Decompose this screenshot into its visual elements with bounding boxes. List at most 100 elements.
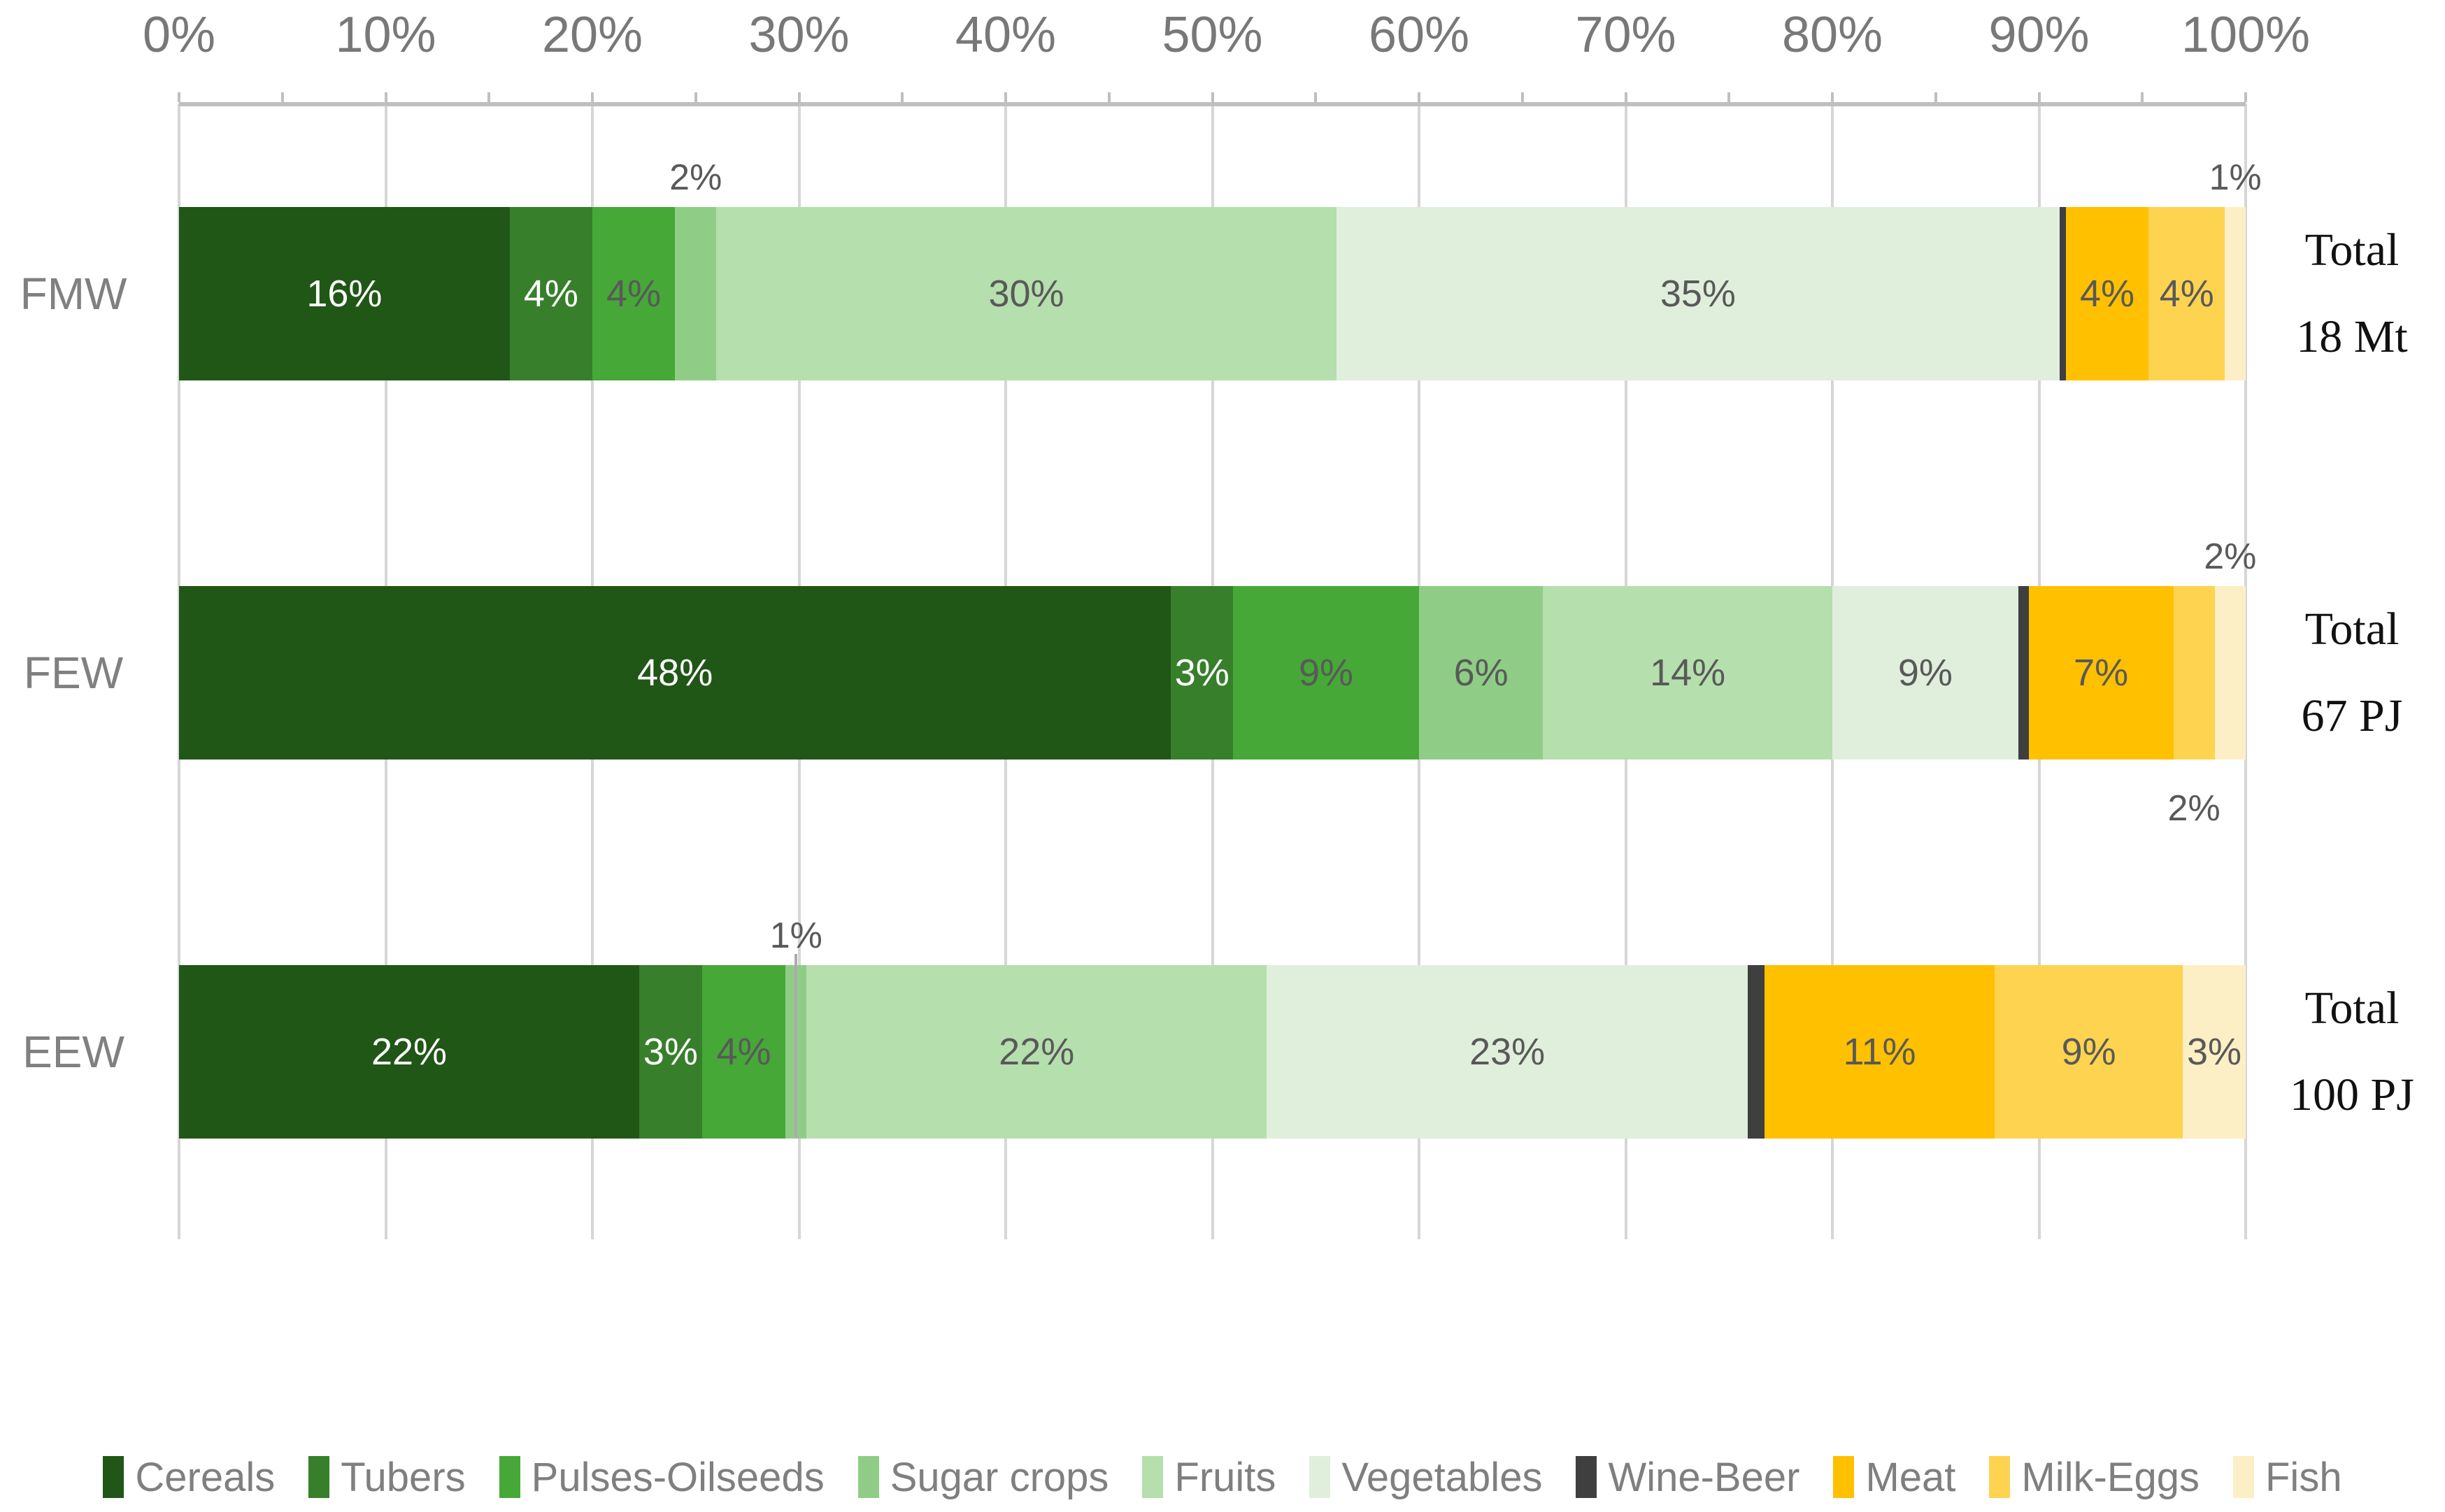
bar-segment: 30% [716,207,1336,380]
legend-item: Milk-Eggs [1989,1454,2200,1501]
legend-label: Sugar crops [890,1454,1109,1500]
segment-label: 9% [1298,652,1354,694]
legend-item: Sugar crops [857,1454,1109,1501]
axis-minor-tick [280,92,284,102]
legend-marker [308,1456,330,1498]
category-label: FEW [23,648,124,698]
bar-segment [1748,965,1765,1139]
bar-segment: 7% [2028,586,2174,759]
segment-label: 4% [716,1031,771,1073]
axis-minor-tick [797,92,801,102]
legend-marker [2233,1456,2254,1498]
bar-segment: 4% [592,207,676,380]
segment-label: 48% [637,652,713,694]
bar-segment: 4% [509,207,592,380]
callout-label: 1% [2209,157,2262,198]
segment-label: 9% [2061,1031,2116,1073]
axis-minor-tick [178,92,180,102]
legend-marker [1989,1456,2011,1498]
legend-label: Meat [1865,1454,1956,1500]
axis-minor-tick [487,92,491,102]
legend-label: Tubers [341,1454,466,1500]
bar-segment: 6% [1418,586,1544,759]
bar-segment: 22% [806,965,1267,1139]
x-axis-tick-label: 70% [1575,7,1676,63]
bar-segment: 4% [2065,207,2149,380]
total-word: Total [2304,604,2400,655]
bar-FEW: 48% 3% 9% 6% 14% 9% 7% [179,586,2246,759]
gridline [2244,104,2247,1239]
axis-minor-tick [1934,92,1937,102]
leader-line [794,954,798,1139]
axis-minor-tick [2244,92,2247,102]
legend-marker [103,1456,124,1498]
callout-label: 2% [2167,788,2221,829]
callout-label: 2% [2204,536,2257,577]
bar-FMW: 16% 4% 4% 30% 35% 4% 4% [179,207,2246,380]
bar-segment [2225,207,2246,380]
legend-item: Cereals [103,1454,275,1501]
legend-item: Fruits [1142,1454,1276,1501]
callout-label: 1% [769,915,822,956]
legend-item: Tubers [308,1454,466,1501]
segment-label: 3% [1174,652,1229,694]
segment-label: 14% [1650,652,1726,694]
x-axis-tick-label: 100% [2181,7,2311,63]
segment-label: 4% [606,273,662,315]
bar-segment: 22% [179,965,639,1139]
legend-marker [1142,1456,1164,1498]
segment-label: 35% [1660,273,1736,315]
axis-minor-tick [591,92,594,102]
x-axis-tick-label: 90% [1988,7,2090,63]
category-label: EEW [22,1027,124,1077]
total-value: 67 PJ [2301,690,2403,741]
segment-label: 23% [1469,1031,1546,1073]
bar-segment: 4% [701,965,786,1139]
callout-label: 2% [669,157,722,198]
x-axis-tick-label: 0% [142,7,216,63]
bar-segment: 9% [1832,586,2018,759]
bar-segment [2060,207,2066,380]
total-value: 100 PJ [2290,1069,2414,1120]
legend-label: Vegetables [1341,1454,1543,1500]
total-label: Total 18 Mt [2259,207,2445,380]
bar-segment [2214,586,2246,759]
bar-segment: 35% [1336,207,2060,380]
axis-minor-tick [2141,92,2144,102]
legend-item: Wine-Beer [1576,1454,1799,1501]
bar-segment [2018,586,2029,759]
category-label: FMW [20,269,127,319]
legend-label: Wine-Beer [1608,1454,1800,1500]
legend-label: Fruits [1174,1454,1276,1500]
legend-item: Vegetables [1309,1454,1542,1501]
axis-minor-tick [1831,92,1834,102]
axis-minor-tick [384,92,387,102]
bar-segment: 14% [1543,586,1832,759]
segment-label: 4% [2079,273,2134,315]
total-label: Total 100 PJ [2259,965,2445,1139]
segment-label: 7% [2074,652,2129,694]
axis-minor-tick [1004,92,1007,102]
legend-label: Pulses-Oilseeds [531,1454,825,1500]
legend-marker [857,1456,879,1498]
bar-segment: 48% [179,586,1171,759]
legend-marker [1833,1456,1855,1498]
total-word: Total [2304,224,2400,276]
x-axis-tick-label: 40% [955,7,1057,63]
x-axis-tick-label: 80% [1781,7,1883,63]
segment-label: 4% [2159,273,2214,315]
legend-label: Milk-Eggs [2021,1454,2200,1500]
segment-label: 11% [1843,1031,1916,1073]
axis-minor-tick [1624,92,1627,102]
bar-segment: 9% [1995,965,2183,1139]
legend-item: Fish [2233,1454,2342,1501]
axis-minor-tick [1314,92,1318,102]
segment-label: 22% [371,1031,448,1073]
bar-EEW: 22% 3% 4% 22% 23% 11% 9% 3% [179,965,2246,1139]
legend: Cereals Tubers Pulses-Oilseeds Sugar crops F… [0,1449,2445,1505]
segment-label: 4% [523,273,578,315]
legend-marker [1309,1456,1331,1498]
bar-segment: 16% [179,207,510,380]
x-axis-tick-label: 10% [335,7,436,63]
